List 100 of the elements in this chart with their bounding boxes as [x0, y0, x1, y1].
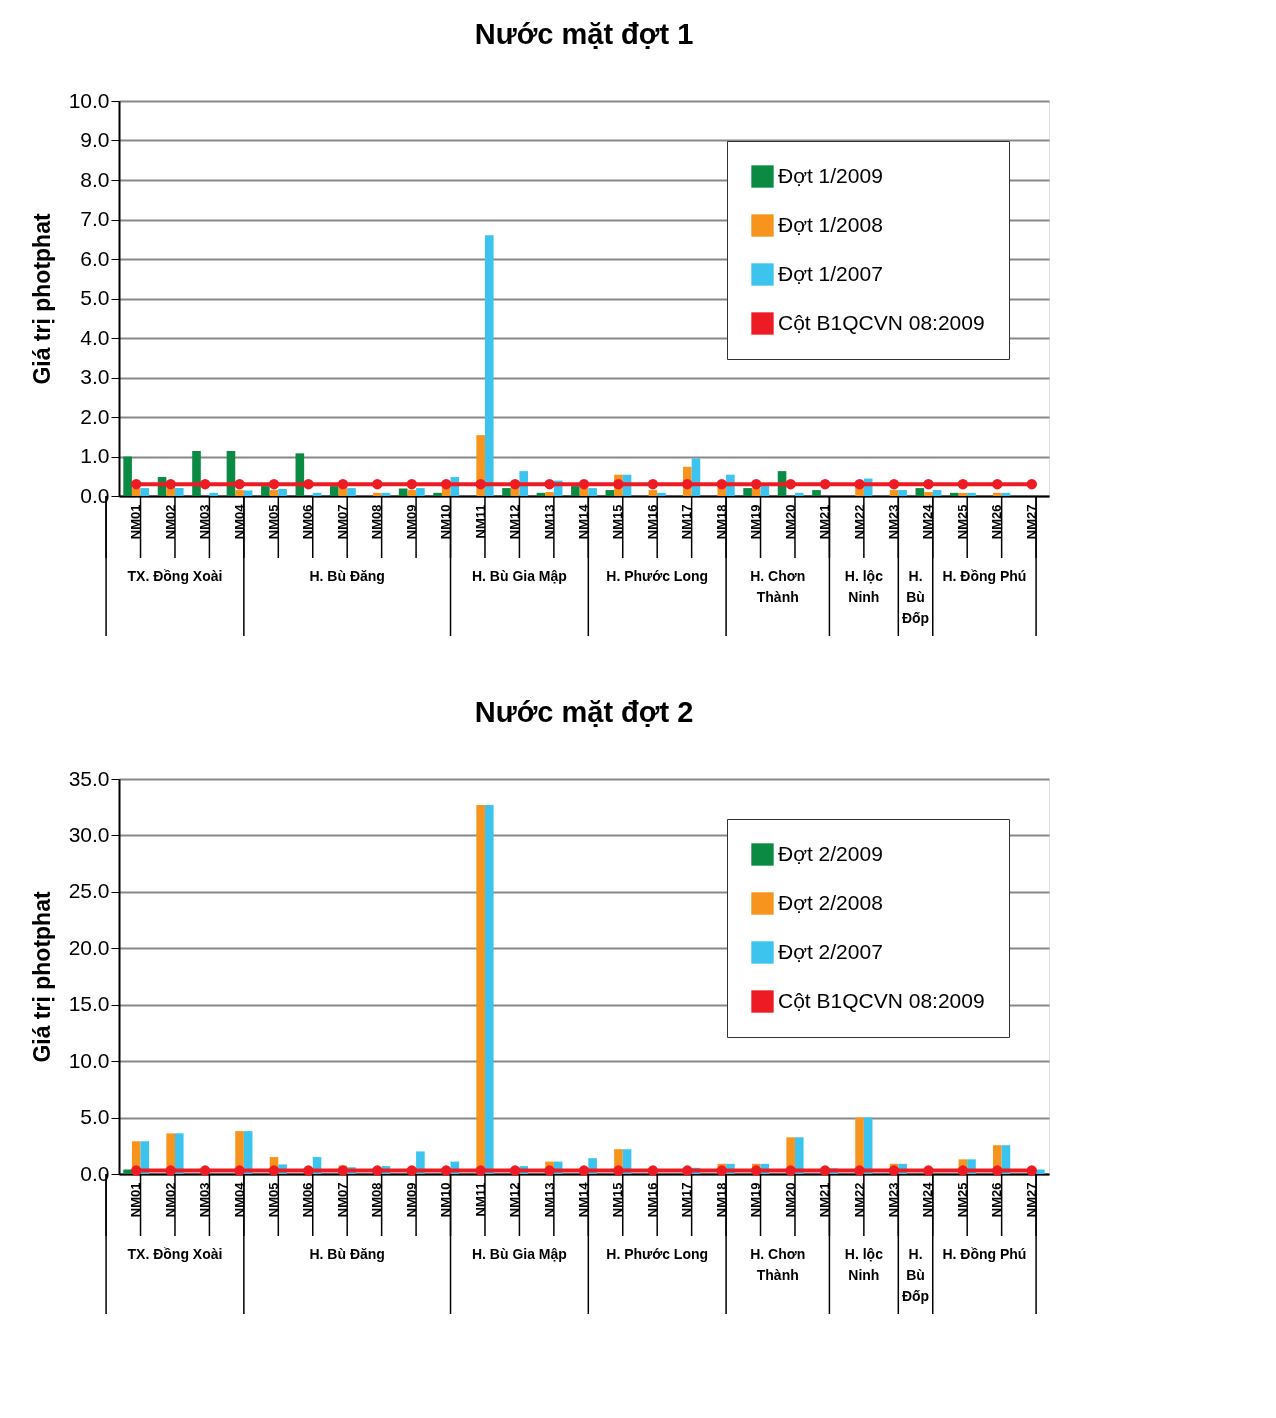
text: TX. Đồng Xoài: [127, 1246, 223, 1262]
bar: [347, 488, 356, 496]
x-tick-label: NM21: [817, 504, 833, 540]
bar: [398, 488, 408, 496]
bar: [545, 492, 554, 496]
text: H. Bù Gia Mập: [471, 568, 567, 584]
x-tick-label: NM19: [748, 1182, 764, 1218]
x-tick-label: NM23: [886, 1182, 901, 1218]
x-tick-label: NM19: [748, 504, 764, 540]
y-tick-label: 10.0: [68, 88, 110, 112]
bar: [760, 486, 770, 496]
x-tick-label: NM12: [507, 504, 523, 540]
y-axis-title: Giá trị photphat: [28, 213, 55, 385]
x-tick-label: NM06: [300, 504, 316, 540]
x-tick-label: NM22: [851, 1182, 867, 1218]
x-tick-label: NM13: [541, 1182, 557, 1218]
x-tick-label: NM14: [576, 1181, 591, 1218]
bar: [140, 488, 150, 496]
x-tick-label: NM25: [954, 1182, 970, 1218]
text: H. Đồng Phú: [942, 568, 1027, 584]
text: H. Chơn Thành: [750, 1246, 806, 1283]
bar: [123, 1169, 132, 1174]
y-tick-label: 35.0: [68, 766, 110, 790]
x-tick-label: NM18: [713, 1182, 729, 1218]
x-tick-label: NM15: [610, 504, 626, 540]
x-tick-label: NM18: [713, 504, 729, 540]
y-tick-label: 4.0: [80, 325, 110, 349]
x-tick-label: NM08: [369, 504, 385, 540]
x-tick-label: NM17: [679, 1182, 695, 1218]
bar: [588, 488, 597, 496]
x-tick-label: NM06: [300, 1182, 316, 1218]
bar: [123, 456, 132, 496]
x-tick-label: NM10: [438, 504, 454, 540]
x-tick-label: NM14: [576, 503, 591, 540]
x-tick-label: NM13: [541, 504, 557, 540]
x-tick-label: NM08: [369, 1182, 385, 1218]
bar: [743, 488, 752, 496]
bar: [131, 488, 141, 496]
y-tick-label: 0.0: [80, 1161, 110, 1185]
x-tick-label: NM24: [920, 503, 936, 540]
bar: [484, 804, 494, 1174]
text: H. lộc Ninh: [844, 568, 884, 605]
text: H. Phước Long: [606, 1246, 709, 1262]
bar: [235, 490, 244, 496]
bar: [329, 486, 339, 496]
x-tick-label: NM10: [438, 1182, 454, 1218]
x-tick-label: NM27: [1023, 1182, 1039, 1218]
y-tick-label: 3.0: [80, 365, 110, 388]
bar: [192, 450, 201, 496]
x-tick-label: NM24: [920, 1181, 936, 1218]
bar: [648, 490, 658, 496]
legend-label: Đợt 2/2008: [778, 890, 883, 914]
text: H. Bù Đốp: [901, 568, 930, 626]
text: H. Phước Long: [606, 568, 709, 584]
x-tick-label: NM25: [954, 504, 970, 540]
legend-label: Đợt 1/2007: [778, 261, 883, 285]
bar: [269, 490, 279, 496]
legend-label: Đợt 2/2007: [778, 939, 883, 963]
legend-label: Đợt 2/2009: [778, 841, 883, 865]
text: H. Bù Đăng: [309, 568, 385, 584]
bar: [812, 490, 821, 496]
bar: [261, 486, 270, 496]
x-tick-label: NM20: [782, 504, 798, 540]
x-tick-label: NM01: [128, 1182, 144, 1218]
text: H. Đồng Phú: [942, 1246, 1027, 1262]
text: H. lộc Ninh: [844, 1246, 884, 1283]
bar: [924, 492, 933, 496]
y-tick-label: 30.0: [68, 822, 110, 846]
bar: [751, 488, 761, 496]
y-tick-label: 10.0: [68, 1048, 110, 1072]
x-tick-label: NM01: [128, 504, 144, 540]
bar: [484, 235, 494, 496]
bar: [967, 492, 976, 496]
bar: [657, 492, 666, 496]
text: TX. Đồng Xoài: [127, 568, 223, 584]
y-tick-label: 7.0: [80, 207, 110, 230]
x-tick-label: NM07: [334, 1182, 350, 1218]
bar: [571, 486, 580, 496]
x-tick-label: NM03: [197, 504, 213, 540]
bar: [433, 492, 442, 496]
bar: [407, 490, 417, 496]
x-tick-label: NM05: [266, 504, 281, 540]
x-tick-label: NM15: [610, 1182, 626, 1218]
text: H. Bù Gia Mập: [471, 1246, 567, 1262]
x-tick-label: NM26: [989, 1182, 1005, 1218]
x-tick-label: NM11: [472, 1182, 488, 1217]
bar: [915, 488, 925, 496]
x-tick-label: NM27: [1023, 504, 1039, 540]
text: H. Bù Đăng: [309, 1246, 385, 1262]
y-tick-label: 8.0: [80, 167, 110, 191]
y-tick-label: 2.0: [80, 404, 110, 428]
x-tick-label: NM21: [817, 1182, 833, 1218]
x-tick-label: NM26: [989, 504, 1005, 540]
x-tick-label: NM11: [472, 504, 488, 539]
y-tick-label: 6.0: [80, 246, 110, 270]
x-tick-label: NM16: [644, 1182, 660, 1218]
bar: [949, 492, 959, 496]
chart-title: Nước mặt đợt 1: [474, 18, 694, 50]
y-axis-title: Giá trị photphat: [28, 891, 55, 1063]
bar: [993, 492, 1002, 496]
